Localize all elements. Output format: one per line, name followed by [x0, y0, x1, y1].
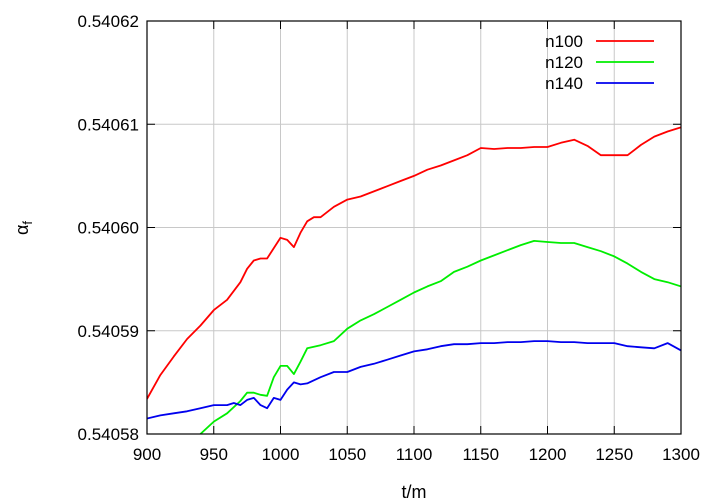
x-tick-label: 1050: [328, 445, 366, 464]
x-tick-label: 900: [133, 445, 161, 464]
series-line-n100: [147, 126, 681, 400]
axis-ticks: [146, 20, 682, 435]
x-tick-label: 950: [200, 445, 228, 464]
series-lines: [147, 126, 681, 434]
x-tick-label: 1300: [662, 445, 700, 464]
series-line-n140: [147, 340, 681, 420]
x-tick-label: 1200: [529, 445, 567, 464]
y-tick-label: 0.54058: [78, 425, 139, 444]
legend-label-n120: n120: [545, 53, 583, 72]
x-axis-label: t/m: [402, 482, 427, 502]
x-tick-label: 1100: [396, 445, 433, 464]
x-tick-label: 1000: [262, 445, 300, 464]
y-axis-label-subscript: f: [20, 221, 35, 225]
y-axis-label-main: α: [12, 225, 32, 235]
legend: n100 n120 n140: [545, 32, 654, 93]
x-tick-label: 1150: [462, 445, 499, 464]
x-tick-labels: 900 950 1000 1050 1100 1150 1200 1250 1300: [133, 445, 700, 464]
x-tick-label: 1250: [595, 445, 633, 464]
y-tick-label: 0.54060: [78, 219, 139, 238]
y-tick-label: 0.54062: [78, 12, 139, 31]
y-tick-label: 0.54059: [78, 322, 139, 341]
y-tick-label: 0.54061: [78, 115, 139, 134]
grid: [147, 21, 681, 434]
legend-label-n140: n140: [545, 74, 583, 93]
series-line-n120: [199, 240, 681, 434]
legend-label-n100: n100: [545, 32, 583, 51]
y-axis-label: αf: [12, 221, 35, 235]
y-tick-labels: 0.54058 0.54059 0.54060 0.54061 0.54062: [78, 12, 139, 444]
